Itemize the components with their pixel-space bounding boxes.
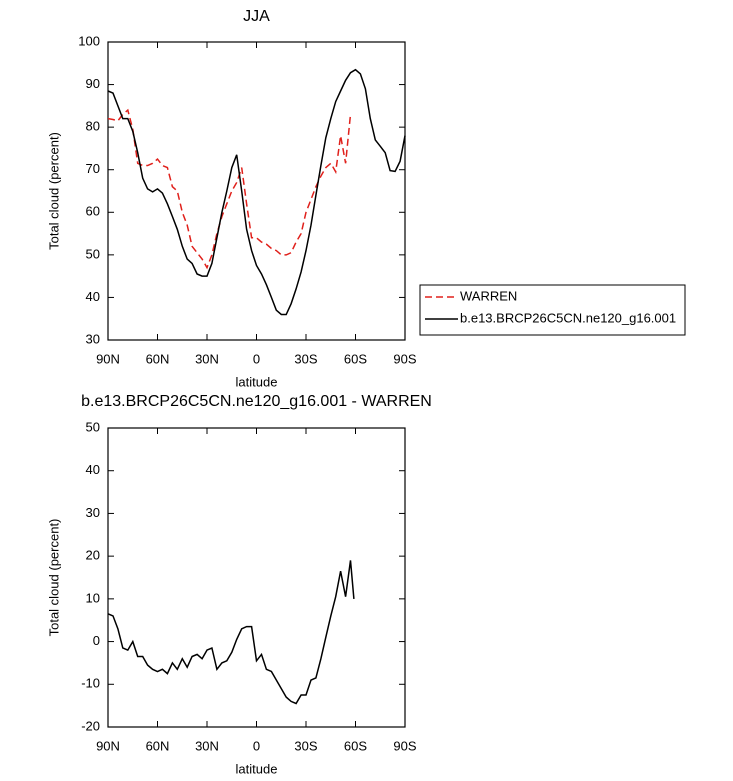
- y-tick-label: 30: [86, 505, 100, 520]
- y-tick-label: 50: [86, 246, 100, 261]
- y-tick-label: 70: [86, 161, 100, 176]
- legend-frame: [419, 284, 686, 336]
- y-tick-label: 50: [86, 419, 100, 434]
- y-tick-label: 100: [78, 33, 100, 48]
- y-tick-label: 0: [93, 633, 100, 648]
- x-tick-label: 90N: [96, 351, 120, 366]
- x-tick-label: 60S: [344, 738, 367, 753]
- x-tick-label: 0: [253, 738, 260, 753]
- x-tick-label: 60N: [146, 738, 170, 753]
- data-line: [107, 68, 406, 316]
- x-tick-label: 30N: [195, 351, 219, 366]
- x-tick-label: 90S: [393, 351, 416, 366]
- y-tick-label: -10: [81, 676, 100, 691]
- data-line: [107, 108, 352, 270]
- x-tick-label: 90S: [393, 738, 416, 753]
- data-line: [107, 560, 355, 705]
- y-tick-label: 80: [86, 119, 100, 134]
- plot-frame: [107, 427, 406, 728]
- x-tick-label: 60N: [146, 351, 170, 366]
- chart-title: JJA: [243, 8, 270, 25]
- x-tick-label: 0: [253, 351, 260, 366]
- y-tick-label: 30: [86, 331, 100, 346]
- y-tick-label: -20: [81, 718, 100, 733]
- y-tick-label: 60: [86, 204, 100, 219]
- x-tick-label: 30S: [294, 351, 317, 366]
- y-tick-label: 20: [86, 548, 100, 563]
- x-tick-label: 30N: [195, 738, 219, 753]
- y-axis-label: Total cloud (percent): [46, 132, 61, 250]
- y-tick-label: 90: [86, 76, 100, 91]
- x-tick-label: 60S: [344, 351, 367, 366]
- x-tick-label: 90N: [96, 738, 120, 753]
- chart-title: b.e13.BRCP26C5CN.ne120_g16.001 - WARREN: [81, 393, 432, 410]
- legend-label: WARREN: [460, 288, 517, 303]
- y-tick-label: 40: [86, 462, 100, 477]
- x-axis-label: latitude: [236, 374, 278, 389]
- y-tick-label: 10: [86, 590, 100, 605]
- y-axis-label: Total cloud (percent): [46, 519, 61, 637]
- x-axis-label: latitude: [236, 761, 278, 776]
- legend-label: b.e13.BRCP26C5CN.ne120_g16.001: [460, 310, 676, 325]
- x-tick-label: 30S: [294, 738, 317, 753]
- y-tick-label: 40: [86, 289, 100, 304]
